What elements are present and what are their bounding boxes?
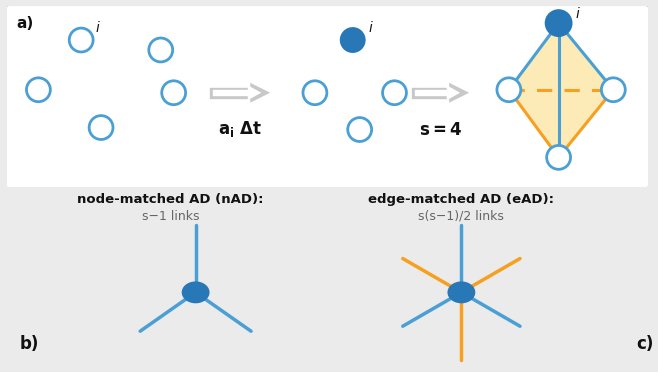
Polygon shape: [248, 85, 261, 100]
Polygon shape: [250, 83, 270, 103]
Circle shape: [149, 38, 172, 62]
Circle shape: [497, 78, 521, 102]
FancyBboxPatch shape: [5, 5, 649, 188]
Circle shape: [303, 81, 327, 105]
Ellipse shape: [447, 282, 475, 303]
Text: $i$: $i$: [368, 20, 374, 35]
Text: node-matched AD (nAD):: node-matched AD (nAD):: [78, 193, 264, 206]
Ellipse shape: [182, 282, 209, 303]
Circle shape: [340, 27, 366, 53]
Text: a): a): [16, 16, 34, 31]
Circle shape: [601, 78, 625, 102]
Text: $i$: $i$: [95, 20, 101, 35]
Circle shape: [547, 145, 570, 169]
Polygon shape: [509, 23, 613, 157]
Polygon shape: [447, 85, 460, 100]
Circle shape: [347, 118, 372, 141]
Text: $\mathbf{s = 4}$: $\mathbf{s = 4}$: [418, 122, 462, 140]
Circle shape: [162, 81, 186, 105]
Circle shape: [89, 116, 113, 140]
Circle shape: [545, 9, 572, 37]
Text: c): c): [636, 335, 654, 353]
Polygon shape: [449, 83, 469, 103]
Text: s(s−1)/2 links: s(s−1)/2 links: [418, 210, 504, 223]
Text: $i$: $i$: [574, 6, 580, 21]
Circle shape: [69, 28, 93, 52]
Text: b): b): [20, 335, 39, 353]
Circle shape: [26, 78, 51, 102]
Circle shape: [382, 81, 407, 105]
Text: $\mathbf{a_i}$ $\mathbf{\Delta t}$: $\mathbf{a_i}$ $\mathbf{\Delta t}$: [218, 119, 263, 140]
Text: edge-matched AD (eAD):: edge-matched AD (eAD):: [368, 193, 555, 206]
Text: s−1 links: s−1 links: [142, 210, 199, 223]
